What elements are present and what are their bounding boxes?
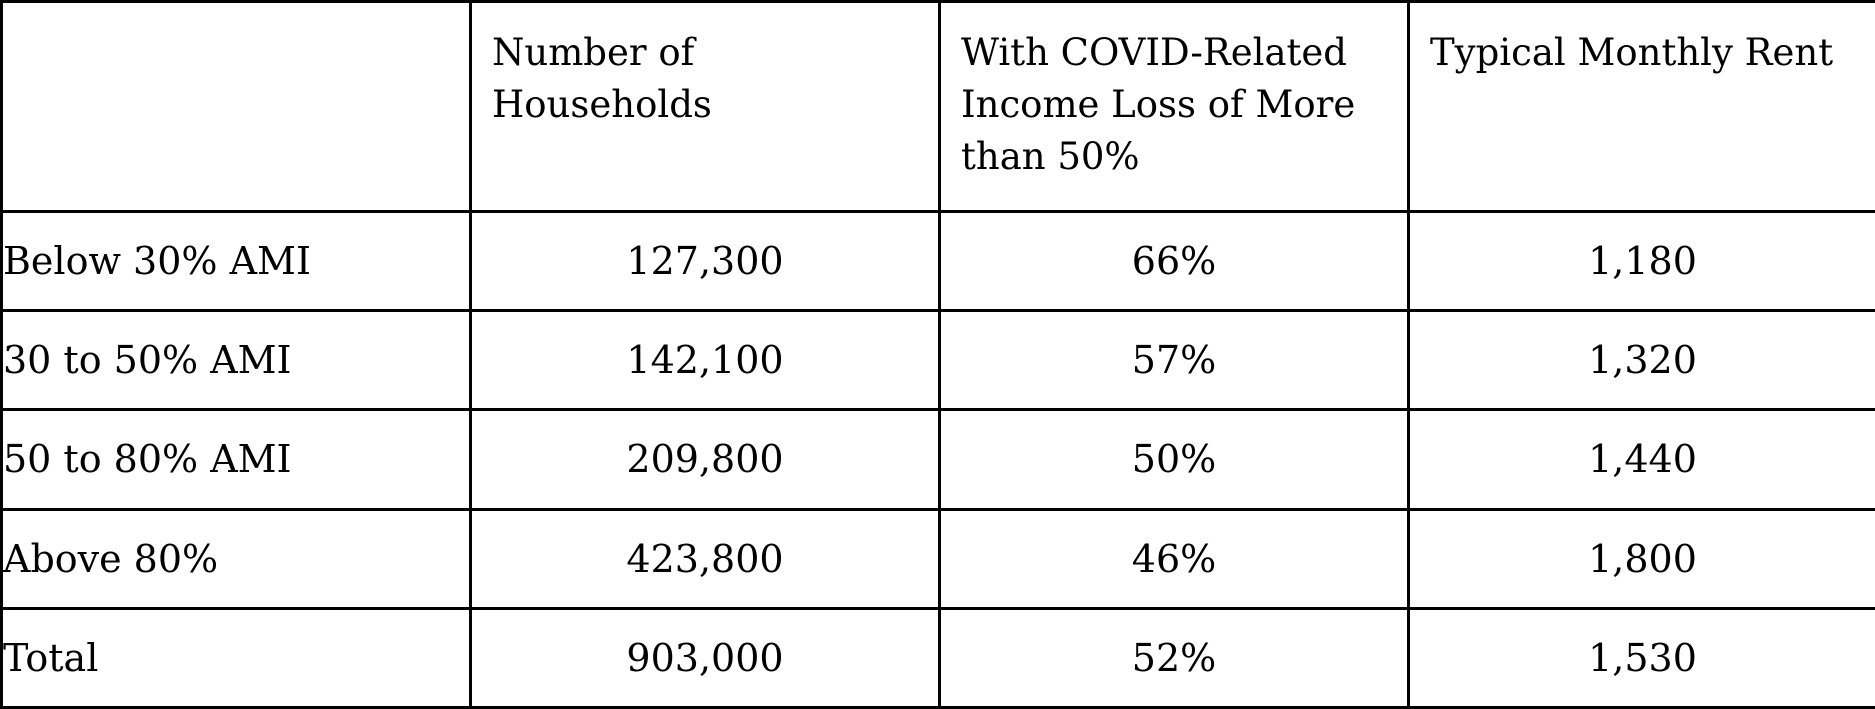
rent-cell: 1,530	[1407, 606, 1875, 709]
table-row: 50 to 80% AMI 209,800 50% 1,440	[0, 408, 1875, 511]
header-cell-rent: Typical Monthly Rent	[1407, 0, 1875, 213]
rent-cell: 1,440	[1407, 408, 1875, 511]
table-row: 30 to 50% AMI 142,100 57% 1,320	[0, 309, 1875, 412]
rent-cell: 1,320	[1407, 309, 1875, 412]
households-cell: 423,800	[469, 507, 941, 610]
header-cell-income-loss: With COVID-Related Income Loss of More t…	[938, 0, 1410, 213]
row-label: 50 to 80% AMI	[0, 408, 472, 511]
households-cell: 127,300	[469, 209, 941, 313]
income-loss-cell: 50%	[938, 408, 1410, 511]
rent-cell: 1,800	[1407, 507, 1875, 610]
header-row: Number of Households With COVID-Related …	[0, 0, 1875, 213]
header-cell-category	[0, 0, 472, 213]
households-cell: 142,100	[469, 309, 941, 412]
row-label: Below 30% AMI	[0, 209, 472, 313]
row-label: Total	[0, 606, 472, 709]
households-cell: 903,000	[469, 606, 941, 709]
income-loss-cell: 46%	[938, 507, 1410, 610]
rent-cell: 1,180	[1407, 209, 1875, 313]
table-row: Below 30% AMI 127,300 66% 1,180	[0, 209, 1875, 313]
households-cell: 209,800	[469, 408, 941, 511]
header-cell-households: Number of Households	[469, 0, 941, 213]
income-loss-cell: 57%	[938, 309, 1410, 412]
table-row-total: Total 903,000 52% 1,530	[0, 606, 1875, 709]
income-loss-cell: 66%	[938, 209, 1410, 313]
table-row: Above 80% 423,800 46% 1,800	[0, 507, 1875, 610]
row-label: 30 to 50% AMI	[0, 309, 472, 412]
income-loss-cell: 52%	[938, 606, 1410, 709]
row-label: Above 80%	[0, 507, 472, 610]
